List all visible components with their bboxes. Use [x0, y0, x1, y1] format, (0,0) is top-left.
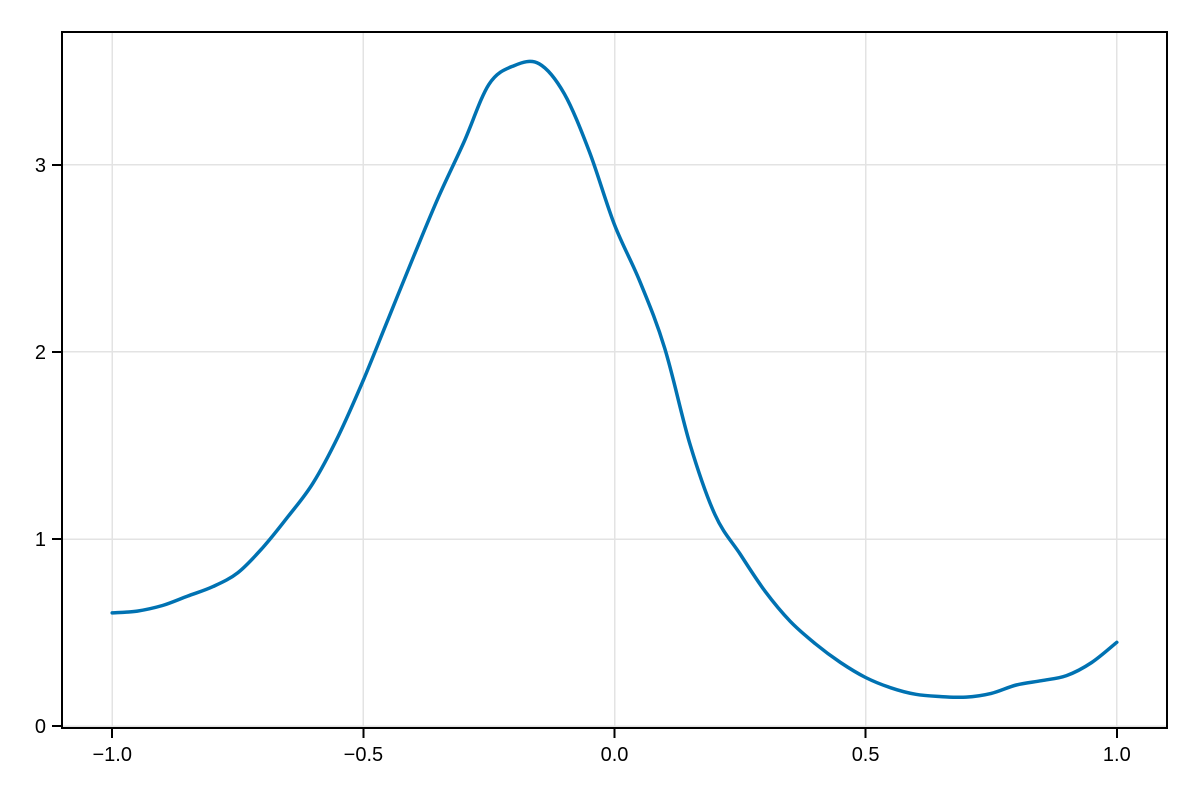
line-series-1 — [110, 59, 1119, 700]
x-tick-label: −1.0 — [92, 744, 131, 766]
plot-frame — [61, 31, 1168, 729]
tick-labels: −1.0 −0.5 0.0 0.5 1.0 0 1 2 3 — [35, 155, 1131, 766]
x-tick-label: −0.5 — [344, 744, 383, 766]
axis-spines — [61, 31, 1168, 729]
ticks — [52, 163, 1118, 738]
y-tick-label: 3 — [35, 155, 46, 177]
x-tick-label: 0.5 — [852, 744, 880, 766]
x-tick-label: 0.0 — [601, 744, 629, 766]
x-tick-label: 1.0 — [1103, 744, 1131, 766]
y-tick-label: 1 — [35, 529, 46, 551]
series — [110, 59, 1119, 700]
y-tick-label: 0 — [35, 716, 46, 738]
y-tick-label: 2 — [35, 342, 46, 364]
grid — [62, 32, 1167, 728]
